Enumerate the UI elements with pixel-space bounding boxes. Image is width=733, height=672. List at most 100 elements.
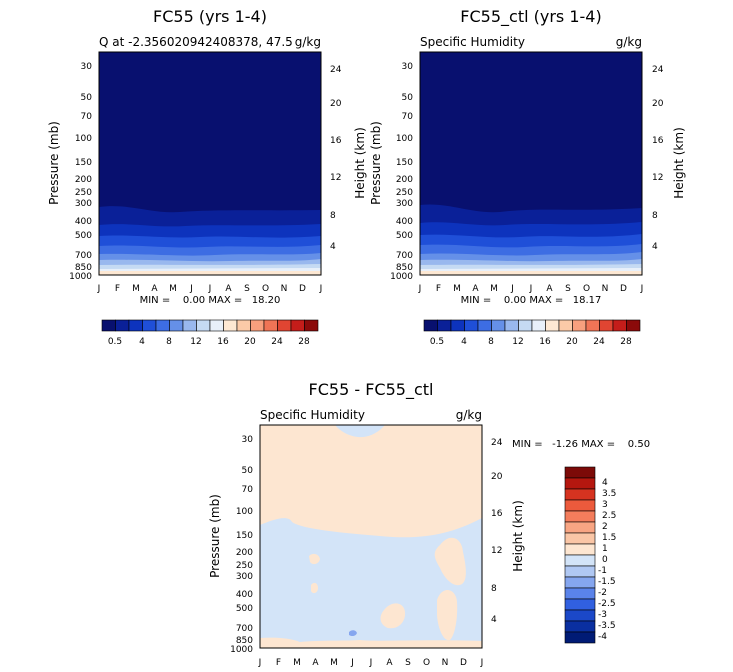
panel2-xtick: A bbox=[472, 284, 479, 294]
panel2-ytick-200: 200 bbox=[396, 175, 413, 185]
panel1-title: FC55 (yrs 1-4) bbox=[153, 7, 267, 26]
panel3-right-axis: 24 20 16 12 8 4 Height (km) bbox=[491, 438, 525, 625]
panel2-colorbar-swatches bbox=[423, 319, 641, 332]
panel2-cb-label: 4 bbox=[461, 337, 467, 347]
colorbar-swatch bbox=[115, 319, 130, 332]
colorbar-swatch bbox=[564, 565, 596, 578]
panel1-ytick-30: 30 bbox=[81, 62, 93, 72]
panel3-cb-label: -1 bbox=[598, 566, 607, 576]
panel2-ylabel-right: Height (km) bbox=[672, 127, 686, 198]
panel2-cb-label: 12 bbox=[512, 337, 523, 347]
panel1-ytick-300: 300 bbox=[75, 199, 92, 209]
panel2-ytick-700: 700 bbox=[396, 251, 413, 261]
panel2-htick-12: 12 bbox=[652, 173, 663, 183]
panel1-ytick-850: 850 bbox=[75, 263, 92, 273]
panel1-ylabel-right: Height (km) bbox=[353, 127, 367, 198]
colorbar-swatch bbox=[564, 466, 596, 479]
colorbar-swatch bbox=[101, 319, 116, 332]
panel3-xtick: N bbox=[442, 658, 449, 668]
panel2-ylabel: Pressure (mb) bbox=[369, 121, 383, 205]
colorbar-swatch bbox=[564, 477, 596, 490]
panel1-htick-20: 20 bbox=[330, 99, 342, 109]
panel1-frame bbox=[98, 51, 322, 276]
panel1-ytick-100: 100 bbox=[75, 134, 92, 144]
colorbar-swatch bbox=[169, 319, 184, 332]
panel1-xtick: N bbox=[281, 284, 288, 294]
colorbar-swatch bbox=[142, 319, 157, 332]
colorbar-swatch bbox=[572, 319, 587, 332]
panel2-cb-label: 0.5 bbox=[430, 337, 444, 347]
panel1-plot bbox=[98, 51, 322, 276]
panel2-xtick: D bbox=[620, 284, 627, 294]
colorbar-swatch bbox=[612, 319, 627, 332]
panel2-ytick-150: 150 bbox=[396, 158, 413, 168]
panel3-cb-label: -2 bbox=[598, 588, 607, 598]
colorbar-swatch bbox=[564, 532, 596, 545]
panel1-xtick: A bbox=[151, 284, 158, 294]
colorbar-swatch bbox=[545, 319, 560, 332]
panel3-xtick: O bbox=[423, 658, 430, 668]
panel1-xtick: J bbox=[97, 284, 101, 294]
panel3-ytick-500: 500 bbox=[236, 604, 253, 614]
panel1-cb-label: 0.5 bbox=[108, 337, 122, 347]
panel3-xtick: M bbox=[330, 658, 338, 668]
panel3-ytick-200: 200 bbox=[236, 548, 253, 558]
panel3-ytick-100: 100 bbox=[236, 507, 253, 517]
panel3-htick-12: 12 bbox=[491, 546, 502, 556]
colorbar-swatch bbox=[564, 499, 596, 512]
colorbar-swatch bbox=[250, 319, 265, 332]
colorbar-swatch bbox=[209, 319, 224, 332]
panel2-ytick-500: 500 bbox=[396, 231, 413, 241]
panel2-left-axis: 30 50 70 100 150 200 250 300 400 500 700… bbox=[369, 62, 413, 282]
colorbar-swatch bbox=[564, 609, 596, 622]
panel1-htick-12: 12 bbox=[330, 173, 341, 183]
panel2-ytick-100: 100 bbox=[396, 134, 413, 144]
panel-fc55: FC55 (yrs 1-4) Q at -2.356020942408378, … bbox=[47, 7, 367, 347]
colorbar-swatch bbox=[564, 598, 596, 611]
panel3-cb-label: -1.5 bbox=[598, 577, 616, 587]
colorbar-swatch bbox=[196, 319, 211, 332]
panel3-subtitle-left: Specific Humidity bbox=[260, 408, 365, 422]
panel2-ytick-1000: 1000 bbox=[390, 272, 413, 282]
panel1-ytick-700: 700 bbox=[75, 251, 92, 261]
panel3-cb-label: 4 bbox=[602, 478, 608, 488]
panel1-ytick-250: 250 bbox=[75, 188, 92, 198]
panel2-colorbar: 0.5 4 8 12 16 20 24 28 bbox=[423, 319, 641, 347]
panel3-left-axis: 30 50 70 100 150 200 250 300 400 500 700… bbox=[208, 435, 253, 655]
panel2-right-axis: 24 20 16 12 8 4 Height (km) bbox=[652, 65, 686, 252]
panel1-xtick: J bbox=[189, 284, 193, 294]
panel2-ytick-850: 850 bbox=[396, 263, 413, 273]
colorbar-swatch bbox=[564, 576, 596, 589]
colorbar-swatch bbox=[564, 543, 596, 556]
panel2-subtitle-left: Specific Humidity bbox=[420, 35, 525, 49]
panel3-xtick: F bbox=[276, 658, 281, 668]
colorbar-swatch bbox=[564, 587, 596, 600]
panel2-frame bbox=[419, 51, 643, 276]
panel2-ytick-400: 400 bbox=[396, 217, 413, 227]
panel2-cb-label: 16 bbox=[539, 337, 551, 347]
colorbar-swatch bbox=[437, 319, 452, 332]
panel3-htick-24: 24 bbox=[491, 438, 503, 448]
panel2-ytick-30: 30 bbox=[402, 62, 414, 72]
panel3-ytick-700: 700 bbox=[236, 624, 253, 634]
panel3-xaxis: J F M A M J J A S O N D J bbox=[258, 658, 484, 668]
panel3-xtick: J bbox=[480, 658, 484, 668]
panel1-htick-24: 24 bbox=[330, 65, 342, 75]
panel3-xtick: J bbox=[258, 658, 262, 668]
panel1-ytick-500: 500 bbox=[75, 231, 92, 241]
colorbar-swatch bbox=[564, 510, 596, 523]
colorbar-swatch bbox=[277, 319, 292, 332]
panel3-plot bbox=[259, 424, 483, 649]
panel3-negative-spot bbox=[349, 630, 357, 637]
colorbar-swatch bbox=[423, 319, 438, 332]
panel1-xtick: O bbox=[262, 284, 269, 294]
panel1-ytick-200: 200 bbox=[75, 175, 92, 185]
panel-difference: FC55 - FC55_ctl Specific Humidity g/kg 3… bbox=[208, 380, 650, 668]
colorbar-swatch bbox=[464, 319, 479, 332]
panel3-htick-16: 16 bbox=[491, 509, 503, 519]
colorbar-swatch bbox=[477, 319, 492, 332]
panel3-xtick: A bbox=[312, 658, 319, 668]
panel1-xtick: J bbox=[208, 284, 212, 294]
panel1-htick-16: 16 bbox=[330, 136, 342, 146]
panel1-ytick-50: 50 bbox=[81, 93, 93, 103]
